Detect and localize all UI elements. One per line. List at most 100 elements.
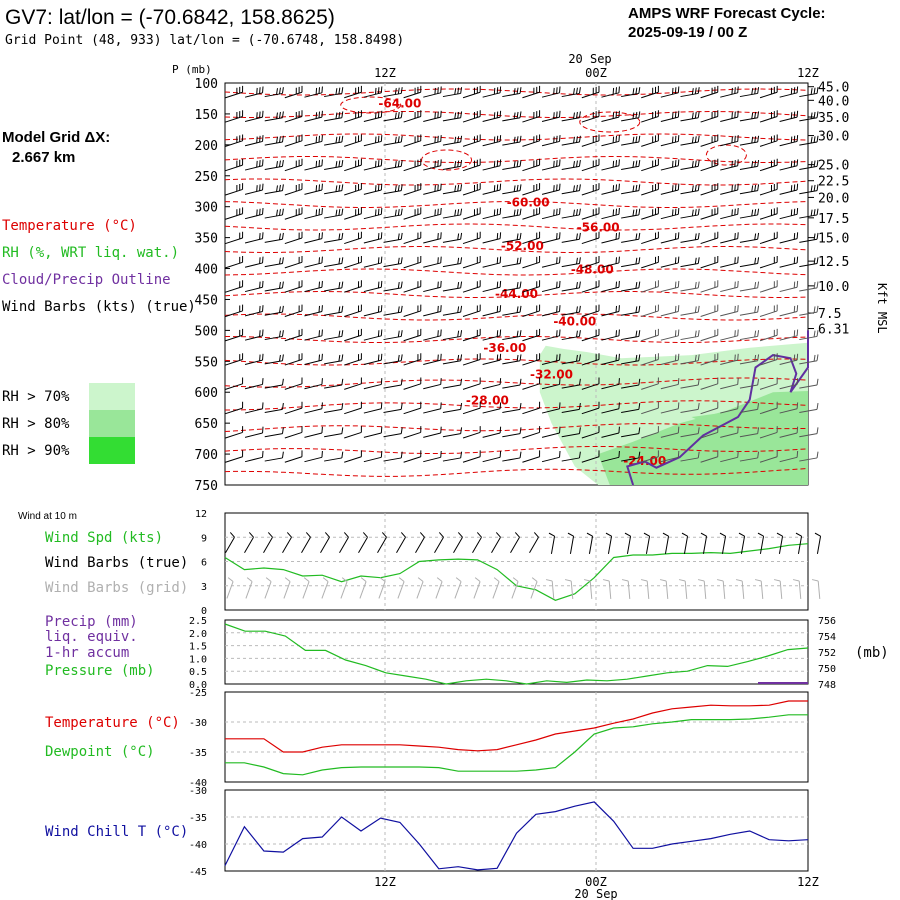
wind-barb	[264, 281, 284, 292]
wind-barb	[225, 207, 244, 220]
wind-barb	[442, 257, 463, 268]
wind-barb	[482, 110, 502, 122]
wind-barb	[680, 257, 700, 268]
wind-barb	[403, 280, 422, 293]
wind-barb	[264, 208, 284, 219]
wind-barb	[482, 450, 502, 463]
wind-barb	[561, 451, 581, 462]
wind-barb	[344, 328, 362, 342]
pressure-tick-label: 650	[195, 417, 218, 432]
wind-barb	[779, 159, 799, 171]
wind-barb	[522, 401, 541, 415]
station-title: GV7: lat/lon = (-70.6842, 158.8625)	[5, 6, 335, 29]
temperature-contour	[224, 268, 809, 276]
wind-barbs-true-label: Wind Barbs (true)	[45, 555, 188, 571]
temperature-contour	[224, 178, 809, 186]
wind-barb	[720, 329, 739, 341]
wind-barb	[720, 450, 739, 463]
wind-barb	[244, 378, 264, 390]
pressure-tick-label: 500	[195, 324, 218, 339]
wind-barb	[403, 255, 422, 269]
height-axis-label: Kft MSL	[875, 283, 889, 334]
surface-wind-barb-true	[700, 532, 708, 554]
wind-barb	[720, 232, 739, 244]
wind-barb	[502, 451, 522, 462]
wind-barb	[304, 159, 323, 171]
y-tick-label: 6	[201, 558, 207, 569]
wind-barb	[482, 426, 502, 438]
wind-barb	[561, 184, 581, 195]
wind-barb	[502, 305, 522, 316]
wind-barb	[621, 281, 641, 292]
model-grid-value: 2.667 km	[12, 149, 75, 166]
wind-barb	[739, 354, 760, 365]
wind-barb	[641, 231, 659, 245]
wind-barb	[601, 402, 620, 414]
y-tick-label: -45	[189, 867, 207, 878]
wind-barb	[284, 85, 303, 99]
wind-barb	[502, 427, 522, 438]
wind-barb	[739, 232, 760, 243]
wind-barb	[244, 110, 264, 122]
wind-barb	[244, 232, 264, 244]
wind-barb	[641, 280, 659, 293]
wind-barb	[324, 135, 344, 146]
wind-barb	[284, 110, 303, 123]
wind-10m-panel: 0 3 6 9 12	[195, 509, 822, 617]
wind-barb	[264, 451, 284, 462]
wind-barb	[502, 135, 522, 146]
wind-barb	[680, 451, 700, 462]
wind-barb	[522, 377, 541, 390]
surface-wind-barb-grid	[564, 579, 574, 600]
wind-barb	[641, 426, 659, 439]
wind-barb	[462, 183, 481, 196]
y-tick-label: -40	[189, 778, 207, 789]
wind-barb	[403, 134, 422, 147]
wind-barb	[284, 158, 303, 172]
wind-barb	[522, 280, 541, 293]
wind-barb	[304, 329, 323, 341]
temperature-contour	[224, 446, 809, 454]
wind-barb	[225, 183, 244, 196]
y-tick-label: 9	[201, 533, 207, 544]
wind-barb	[502, 111, 522, 122]
surface-wind-barb-true	[814, 532, 822, 554]
wind-barb	[442, 305, 463, 316]
y2-tick-label: 748	[818, 680, 836, 691]
temperature-contour-label: -48.00	[571, 262, 614, 276]
wind-barb	[482, 207, 502, 220]
wind-barb	[759, 255, 778, 269]
wind-barb	[522, 85, 541, 99]
forecast-cycle-label: AMPS WRF Forecast Cycle:	[628, 5, 826, 22]
surface-wind-barb-grid	[245, 577, 253, 599]
wind-barb	[601, 353, 620, 365]
wind-barb	[363, 329, 383, 341]
wind-barb	[779, 232, 799, 244]
wind-barb	[482, 135, 502, 147]
wind-barb	[720, 378, 739, 390]
wind-barb	[700, 280, 719, 293]
legend-temperature: Temperature (°C)	[2, 218, 137, 234]
wind-barbs-grid-label: Wind Barbs (grid)	[45, 580, 188, 596]
wind-barb	[621, 378, 641, 389]
wind-barb	[442, 354, 463, 365]
wind-barb	[284, 304, 303, 317]
wind-barb	[304, 232, 323, 244]
surface-wind-barb-true	[415, 532, 425, 554]
surface-wind-barb-grid	[378, 577, 386, 599]
wind-barb	[344, 110, 362, 123]
wind-barb	[363, 305, 383, 317]
wind-barb	[680, 208, 700, 219]
wind-barb	[581, 426, 600, 439]
wind-barb	[601, 305, 620, 317]
wind-barb	[225, 353, 244, 366]
wind-barb	[739, 378, 760, 389]
wind-barb	[363, 207, 383, 220]
temperature-closed-contour	[705, 144, 747, 166]
y-tick-label: 2.5	[189, 616, 207, 627]
wind-barb	[442, 232, 463, 243]
wind-barb	[601, 329, 620, 341]
wind-barb	[284, 450, 303, 463]
wind-barb	[423, 378, 442, 390]
wind-barb	[442, 184, 463, 195]
